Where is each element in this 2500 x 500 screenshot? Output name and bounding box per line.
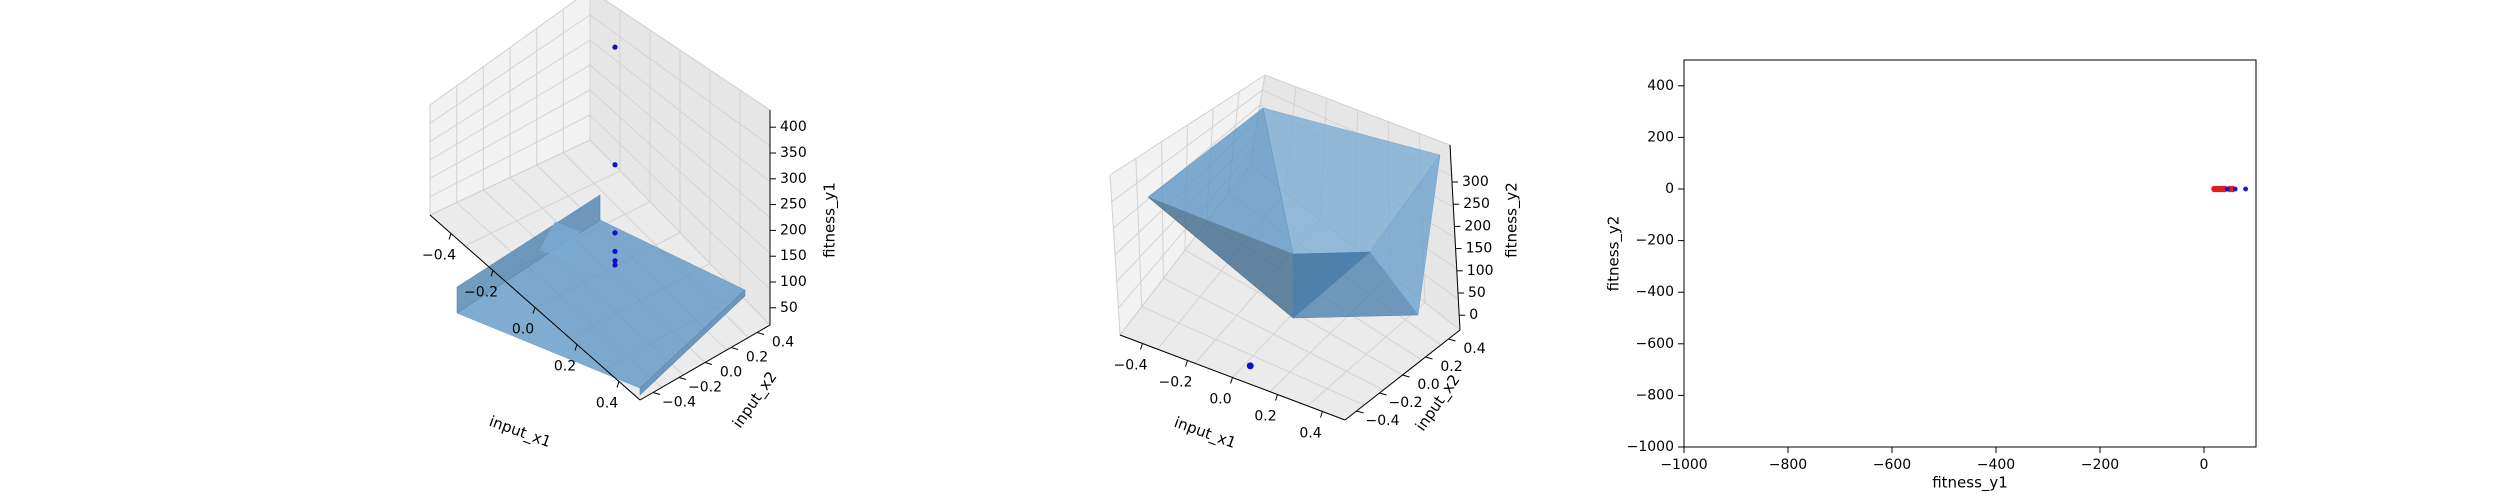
x-tick-label: 0.0 <box>512 322 534 338</box>
z-tick-label: 150 <box>1466 241 1493 257</box>
y-tick-label: 200 <box>1647 129 1674 145</box>
y-tick <box>730 347 739 350</box>
x-axis-label: input_x1 <box>1171 413 1238 453</box>
x-tick <box>532 307 536 314</box>
z-tick-label: 50 <box>780 300 798 316</box>
z-tick-label: 100 <box>1467 263 1494 279</box>
x-tick <box>1185 360 1188 367</box>
y-tick-label: −0.2 <box>688 380 722 396</box>
y-tick <box>1448 338 1456 342</box>
3d-plot-2: −0.4−0.20.00.20.4−0.4−0.20.00.20.4050100… <box>1109 73 1522 453</box>
y-tick <box>756 332 765 335</box>
data-point <box>612 162 618 168</box>
y-tick-label: 0.4 <box>772 335 794 351</box>
z-tick-label: 350 <box>780 145 807 161</box>
z-tick-label: 250 <box>780 197 807 213</box>
x-tick-label: 0.4 <box>596 396 618 412</box>
x-tick-label: −800 <box>1769 457 1807 473</box>
y-tick-label: 0.4 <box>1463 341 1485 357</box>
y-tick-label: 0 <box>1665 181 1674 197</box>
surface-facet <box>1369 154 1441 316</box>
x-tick <box>1230 377 1233 384</box>
z-tick-label: 100 <box>780 274 807 290</box>
x-axis-label: input_x1 <box>486 412 553 452</box>
z-tick-label: 250 <box>1463 196 1490 212</box>
x-tick <box>1320 411 1323 418</box>
data-point <box>612 44 618 50</box>
x-tick-label: −200 <box>2081 457 2119 473</box>
z-tick-label: 150 <box>780 248 807 264</box>
x-tick <box>448 233 452 240</box>
z-tick-label: 200 <box>780 222 807 238</box>
y-tick <box>652 392 661 395</box>
y-tick <box>704 362 713 365</box>
scatter-plot: −1000 −800 −600 −400 −200 0 −1000 −800 −600 −400 −… <box>1605 59 2257 493</box>
x-tick <box>490 270 494 277</box>
x-tick-label: −0.4 <box>422 248 456 264</box>
z-tick-label: 50 <box>1468 285 1486 301</box>
x-tick <box>1275 394 1278 401</box>
x-tick-label: −1000 <box>1660 457 1707 473</box>
data-point <box>612 262 618 268</box>
x-tick-label: −0.2 <box>1159 375 1193 391</box>
z-tick-label: 300 <box>1462 174 1489 190</box>
surface-facet <box>1147 107 1294 255</box>
data-point <box>2243 186 2249 192</box>
y-tick-label: 0.0 <box>1417 377 1439 393</box>
y-tick <box>1402 374 1410 378</box>
y-tick <box>1356 410 1364 414</box>
y-tick <box>1425 356 1433 360</box>
z-tick-label: 300 <box>780 171 807 187</box>
y-tick-label: −400 <box>1636 284 1674 300</box>
data-point <box>1246 362 1254 370</box>
data-point <box>612 248 618 255</box>
z-tick-label: 200 <box>1464 218 1491 234</box>
surface-facet <box>539 221 581 261</box>
x-tick-label: −0.4 <box>1114 358 1148 374</box>
z-axis-label: fitness_y2 <box>1503 182 1522 258</box>
data-point <box>2232 186 2238 192</box>
y-tick-label: 0.0 <box>720 365 742 381</box>
y-tick-label: −1000 <box>1627 439 1674 455</box>
x-axis-label: fitness_y1 <box>1932 474 2008 493</box>
y-tick-label: 0.2 <box>746 350 768 366</box>
x-tick-label: 0 <box>2200 457 2209 473</box>
y-tick-label: 400 <box>1647 78 1674 94</box>
data-point <box>2225 186 2230 192</box>
y-tick-label: −0.2 <box>1389 395 1423 411</box>
data-point <box>612 230 618 236</box>
y-tick-label: −800 <box>1636 387 1674 403</box>
z-axis-line <box>1449 144 1461 331</box>
z-axis-label: fitness_y1 <box>821 182 840 258</box>
x-tick-label: −600 <box>1873 457 1911 473</box>
surface-facet <box>639 289 746 396</box>
z-tick-label: 0 <box>1469 307 1478 323</box>
plot-area <box>1683 59 2257 448</box>
y-tick-label: −0.4 <box>662 395 696 411</box>
y-tick <box>678 377 687 380</box>
y-axis-label: fitness_y2 <box>1605 216 1624 292</box>
3d-plot-1: −0.4−0.20.00.20.4 −0.4−0.20.00.20.4501001… <box>422 0 840 452</box>
x-tick-label: 0.0 <box>1209 392 1231 408</box>
x-tick-label: −0.2 <box>464 285 498 301</box>
data-point <box>612 258 618 264</box>
x-tick-label: 0.2 <box>554 359 576 375</box>
x-tick <box>574 344 578 351</box>
y-tick-label: −0.4 <box>1366 413 1400 429</box>
y-tick <box>1379 392 1387 396</box>
x-tick-label: 0.4 <box>1299 426 1321 442</box>
x-tick-label: 0.2 <box>1254 409 1276 425</box>
z-tick-label: 400 <box>780 119 807 135</box>
y-tick-label: −200 <box>1636 233 1674 249</box>
x-tick-label: −400 <box>1977 457 2015 473</box>
y-tick-label: −600 <box>1636 336 1674 352</box>
x-tick <box>1140 343 1143 350</box>
y-tick-label: 0.2 <box>1440 359 1462 375</box>
x-tick <box>616 381 620 388</box>
